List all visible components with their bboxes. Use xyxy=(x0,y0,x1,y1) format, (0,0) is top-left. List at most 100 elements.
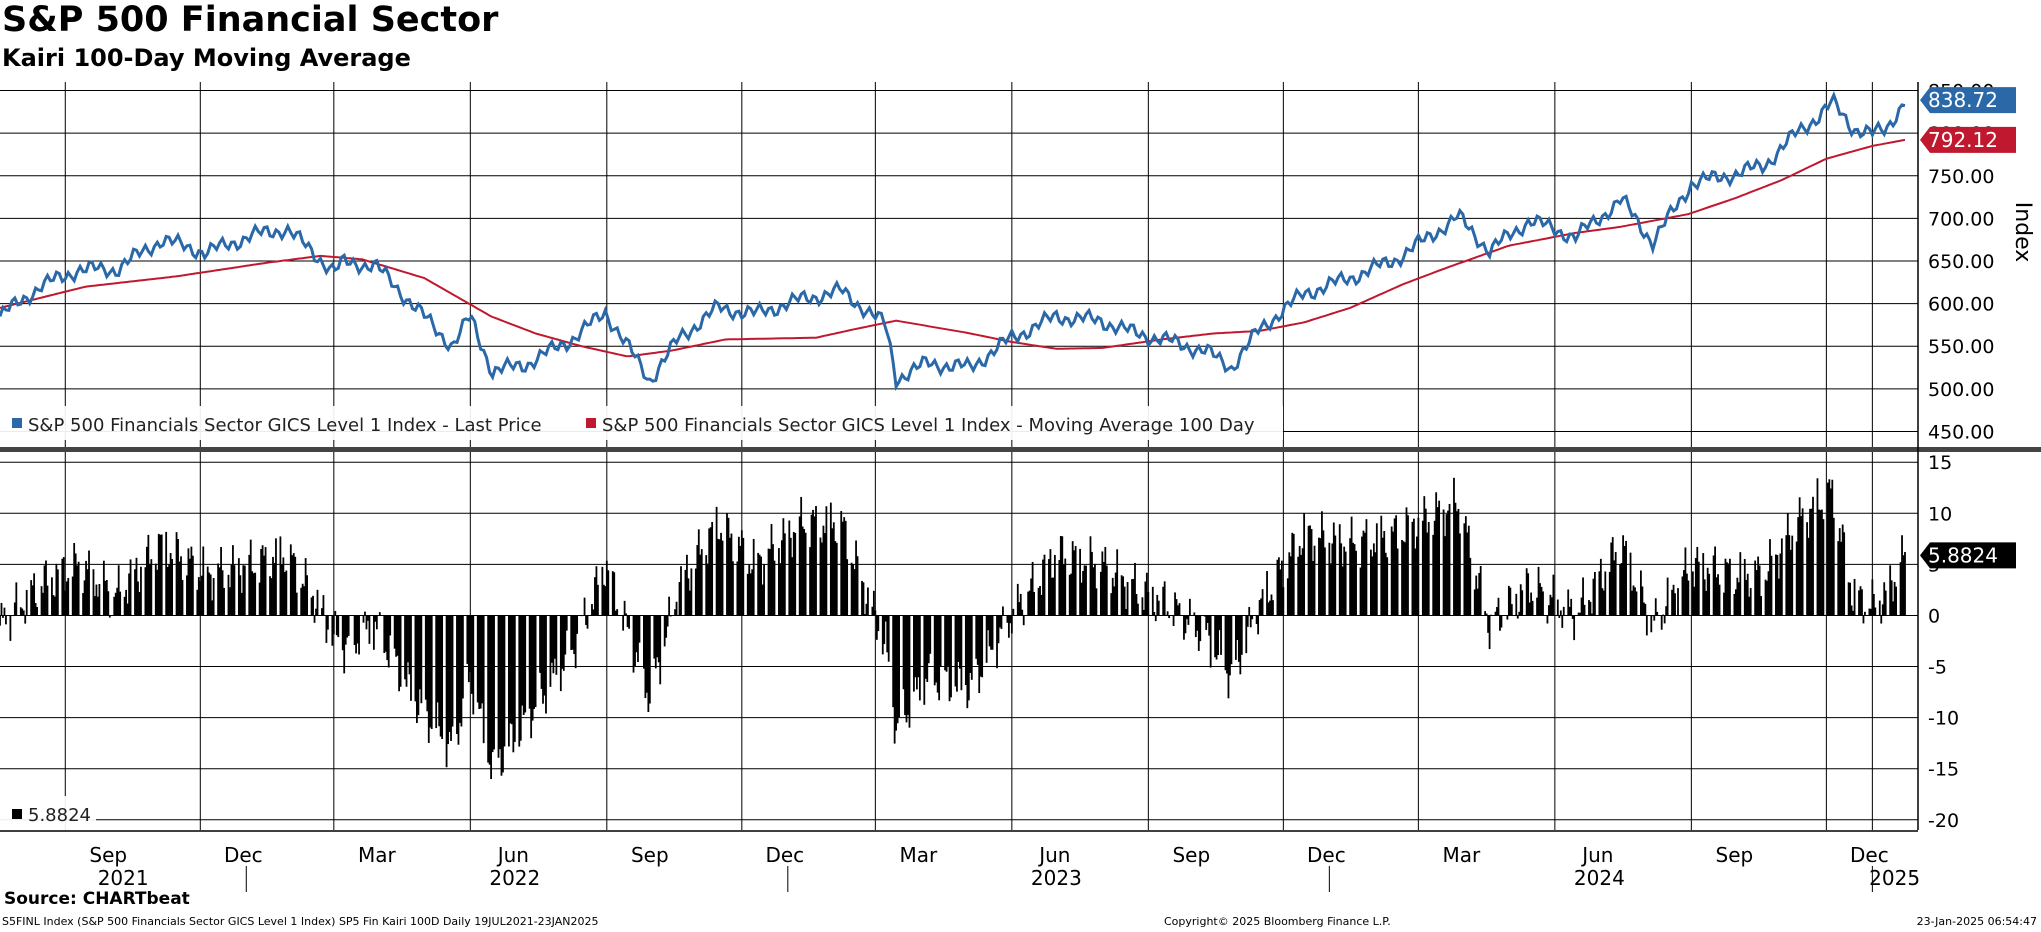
kairi-bar xyxy=(561,615,564,669)
kairi-bar xyxy=(752,538,755,616)
kairi-bar xyxy=(607,570,610,616)
kairi-bar xyxy=(595,566,598,616)
kairi-bar xyxy=(1619,564,1622,616)
kairi-bar xyxy=(441,615,444,740)
kairi-bar xyxy=(512,615,515,753)
kairi-bar xyxy=(1163,581,1166,616)
kairi-bar xyxy=(217,563,219,616)
kairi-bar xyxy=(763,564,765,616)
kairi-bar xyxy=(979,615,982,677)
kairi-bar xyxy=(1361,536,1363,616)
kairi-bar xyxy=(1340,543,1343,616)
kairi-bar xyxy=(189,558,191,616)
kairi-bar xyxy=(1353,544,1356,616)
kairi-bar xyxy=(1343,546,1346,616)
kairi-bar xyxy=(1291,532,1294,616)
kairi-bar xyxy=(726,513,728,616)
kairi-bar xyxy=(1589,601,1592,616)
kairi-bar xyxy=(1070,573,1073,616)
kairi-bar xyxy=(867,587,869,616)
kairi-bar xyxy=(1217,615,1219,656)
legend-price-label: S&P 500 Financials Sector GICS Level 1 I… xyxy=(28,415,542,436)
kairi-bar xyxy=(729,537,731,616)
kairi-bar xyxy=(657,615,660,663)
kairi-bar xyxy=(1012,608,1015,616)
kairi-bar xyxy=(254,572,257,616)
kairi-bar xyxy=(88,550,90,616)
kairi-bar xyxy=(114,592,117,616)
kairi-bar xyxy=(1770,555,1773,616)
kairi-bar xyxy=(64,590,67,616)
kairi-bar xyxy=(469,615,472,673)
kairi-bar xyxy=(1237,615,1240,662)
kairi-bar xyxy=(283,571,286,616)
kairi-bar xyxy=(831,528,834,616)
kairi-bar xyxy=(843,517,846,616)
kairi-bar xyxy=(191,555,194,616)
kairi-bar xyxy=(964,615,967,686)
kairi-bar xyxy=(1142,609,1145,616)
kairi-bar xyxy=(1473,589,1476,616)
kairi-bar xyxy=(1402,541,1405,616)
kairi-bar xyxy=(414,615,417,702)
kairi-bar xyxy=(1220,615,1222,655)
kairi-bar xyxy=(604,586,607,616)
kairi-bar xyxy=(1310,528,1313,616)
kairi-bar xyxy=(1871,579,1874,616)
kairi-bar xyxy=(1239,615,1242,675)
kairi-bar xyxy=(1552,574,1555,616)
kairi-bar xyxy=(632,615,635,673)
kairi-bar xyxy=(1608,571,1611,616)
kairi-bar xyxy=(1123,586,1126,616)
kairi-bar xyxy=(975,615,978,659)
kairi-bar xyxy=(1390,526,1393,616)
kairi-bar xyxy=(481,615,484,704)
kairi-bar xyxy=(1674,593,1676,616)
kairi-bar xyxy=(128,573,130,616)
kairi-bar xyxy=(1245,615,1248,654)
kairi-bar xyxy=(1282,587,1285,616)
kairi-bar xyxy=(230,564,233,616)
kairi-bar xyxy=(675,601,678,616)
kairi-bar xyxy=(1515,593,1518,616)
kairi-bar xyxy=(1525,568,1528,616)
kairi-bar xyxy=(798,516,801,616)
kairi-bar xyxy=(116,587,119,616)
kairi-bar xyxy=(395,615,398,657)
kairi-bar xyxy=(767,548,770,616)
kairi-bar xyxy=(1869,608,1872,616)
kairi-bar xyxy=(448,615,451,732)
kairi-bar xyxy=(700,549,703,616)
kairi-bar xyxy=(1550,597,1553,616)
kairi-bar xyxy=(404,615,406,680)
kairi-bar xyxy=(1862,615,1865,624)
kairi-bar xyxy=(180,556,182,616)
kairi-bar xyxy=(1292,533,1295,616)
kairi-bar xyxy=(1144,581,1147,616)
kairi-bar xyxy=(500,615,503,776)
kairi-bar xyxy=(368,615,371,644)
kairi-bar xyxy=(809,547,811,616)
kairi-bar xyxy=(570,615,573,651)
kairi-bar xyxy=(291,555,294,616)
kairi-bar xyxy=(1322,530,1325,616)
kairi-bar xyxy=(36,607,38,616)
kairi-bar xyxy=(592,609,595,616)
kairi-bar xyxy=(521,615,524,706)
kairi-bar xyxy=(438,615,441,727)
kairi-bar xyxy=(1684,547,1687,616)
kairi-bar xyxy=(772,544,774,616)
kairi-bar xyxy=(696,545,699,616)
kairi-bar xyxy=(688,590,691,616)
kairi-bar xyxy=(625,613,627,616)
kairi-bar xyxy=(936,615,939,693)
kairi-bar xyxy=(740,530,743,616)
kairi-bar xyxy=(12,615,15,617)
kairi-bar xyxy=(1717,574,1719,616)
kairi-bar xyxy=(690,568,693,616)
kairi-bar xyxy=(1889,565,1892,616)
kairi-bar xyxy=(822,525,825,616)
kairi-bar xyxy=(829,502,832,616)
kairi-bar xyxy=(1246,615,1249,627)
x-month-label: Sep xyxy=(1172,843,1210,867)
